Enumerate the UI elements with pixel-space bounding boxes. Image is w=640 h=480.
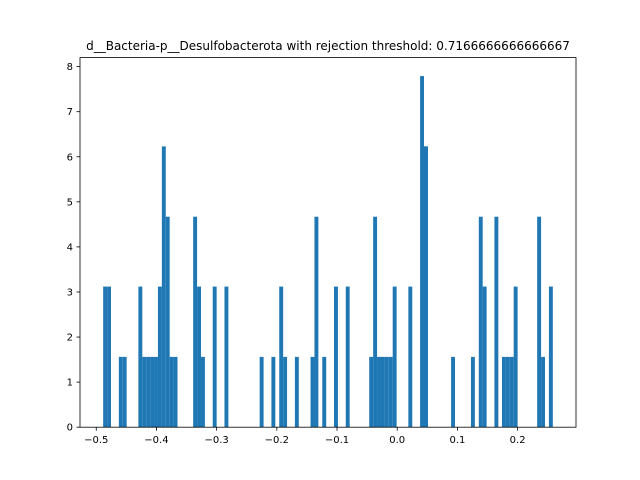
histogram-bar <box>150 356 155 428</box>
histogram-bar <box>494 216 499 428</box>
histogram-bar <box>142 356 147 428</box>
histogram-bar <box>369 356 374 428</box>
histogram-bar <box>193 216 198 428</box>
histogram-bar <box>165 216 170 428</box>
histogram-bar <box>197 286 201 428</box>
histogram-bar <box>377 356 381 428</box>
histogram-bar <box>259 356 264 428</box>
histogram-bar <box>424 146 428 428</box>
histogram-bar <box>509 356 514 428</box>
histogram-bar <box>513 286 518 428</box>
histogram-bar <box>200 356 205 428</box>
y-tick-label: 5 <box>67 197 73 208</box>
y-tick-label: 2 <box>67 333 73 344</box>
histogram-bar <box>384 356 389 428</box>
histogram-bar <box>501 356 506 428</box>
chart-title: d__Bacteria-p__Desulfobacterota with rej… <box>86 39 570 53</box>
histogram-bar <box>169 356 174 428</box>
histogram-bar <box>283 356 288 428</box>
histogram-bar <box>212 286 217 428</box>
histogram-bar <box>161 146 166 428</box>
bars-group <box>103 76 553 428</box>
histogram-bar <box>470 356 475 428</box>
x-tick-label: −0.4 <box>144 435 168 446</box>
y-tick-label: 3 <box>67 287 73 298</box>
histogram-bar <box>537 216 542 428</box>
histogram-bar <box>408 286 413 428</box>
histogram-bar <box>334 286 338 428</box>
y-tick-label: 0 <box>67 423 73 434</box>
x-tick-label: 0.0 <box>389 435 405 446</box>
y-axis: 0 1 2 3 4 5 6 7 8 <box>67 62 80 434</box>
histogram-bar <box>392 286 397 428</box>
histogram-bar <box>294 356 299 428</box>
x-axis: −0.5 −0.4 −0.3 −0.2 −0.1 0.0 0.1 0.2 <box>84 427 526 446</box>
plot-frame <box>79 57 577 428</box>
histogram-bar <box>122 356 127 428</box>
y-tick-label: 6 <box>67 152 73 163</box>
histogram-bar <box>279 286 284 428</box>
histogram-bar <box>107 286 111 428</box>
histogram-bar <box>478 216 483 428</box>
histogram-bar <box>154 356 158 428</box>
y-tick-label: 1 <box>67 378 73 389</box>
histogram-bar <box>420 76 425 428</box>
histogram-bar <box>345 286 350 428</box>
histogram-bar <box>146 356 151 428</box>
histogram-bar <box>157 286 162 428</box>
x-tick-label: −0.2 <box>265 435 289 446</box>
histogram-bar <box>505 356 510 428</box>
y-tick-label: 8 <box>67 62 73 73</box>
histogram-bar <box>451 356 456 428</box>
histogram-bar <box>138 286 143 428</box>
x-tick-label: −0.1 <box>325 435 349 446</box>
histogram-bar <box>224 286 229 428</box>
histogram-bar <box>118 356 123 428</box>
x-tick-label: 0.1 <box>449 435 465 446</box>
histogram-bar <box>310 356 315 428</box>
histogram-bar <box>173 356 178 428</box>
x-tick-label: −0.5 <box>84 435 108 446</box>
histogram-bar <box>380 356 385 428</box>
y-tick-label: 4 <box>67 242 73 253</box>
y-tick-label: 7 <box>67 107 73 118</box>
histogram-bar <box>541 356 545 428</box>
histogram-bar <box>373 216 378 428</box>
histogram-bar <box>548 286 553 428</box>
histogram-bar <box>388 356 393 428</box>
x-tick-label: −0.3 <box>204 435 228 446</box>
histogram-bar <box>314 216 319 428</box>
x-tick-label: 0.2 <box>510 435 526 446</box>
histogram-bar <box>271 356 276 428</box>
histogram-bar <box>482 286 487 428</box>
histogram-bar <box>322 356 327 428</box>
histogram-bar <box>103 286 108 428</box>
